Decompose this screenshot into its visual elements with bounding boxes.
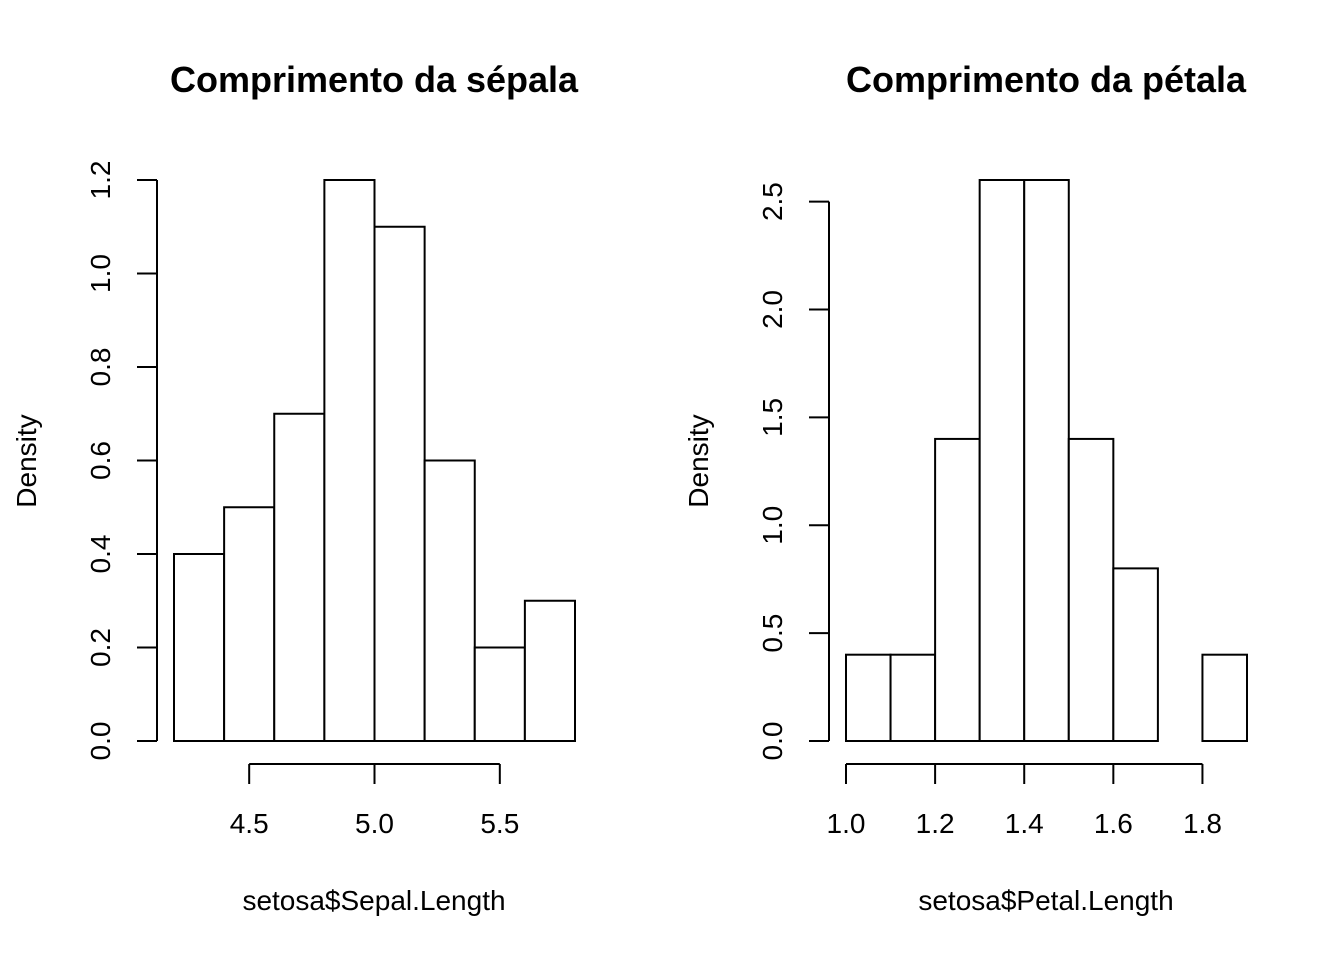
histogram-bar: [1023, 179, 1070, 742]
histogram-bar: [473, 646, 526, 742]
histogram-bar: [1067, 437, 1115, 742]
y-tick-label: 1.0: [85, 254, 116, 293]
histogram-bar: [934, 437, 981, 742]
y-axis-label: Density: [11, 414, 42, 507]
histogram-bar: [423, 459, 476, 742]
histogram-bar: [273, 412, 326, 742]
chart-title: Comprimento da sépala: [170, 59, 579, 100]
x-tick-label: 1.6: [1094, 808, 1133, 839]
y-tick-label: 0.0: [85, 722, 116, 761]
y-tick-label: 0.0: [757, 722, 788, 761]
y-tick-label: 2.5: [757, 182, 788, 221]
y-axis-label: Density: [683, 414, 714, 507]
y-tick-label: 0.4: [85, 535, 116, 574]
x-tick-label: 4.5: [230, 808, 269, 839]
x-tick-label: 5.5: [480, 808, 519, 839]
y-tick-label: 0.2: [85, 628, 116, 667]
x-tick-label: 1.4: [1005, 808, 1044, 839]
histogram-bar: [1201, 653, 1249, 743]
y-tick-label: 0.6: [85, 441, 116, 480]
x-axis-label: setosa$Petal.Length: [918, 885, 1173, 916]
histogram-bar: [1112, 567, 1159, 743]
chart-title: Comprimento da pétala: [846, 59, 1247, 100]
x-tick-label: 1.0: [827, 808, 866, 839]
histogram-bar: [845, 653, 892, 743]
histogram-bar: [323, 179, 376, 742]
x-axis-label: setosa$Sepal.Length: [242, 885, 505, 916]
x-axis: 1.0 1.2 1.4 1.6 1.8: [827, 763, 1222, 839]
bars: [173, 179, 576, 742]
histogram-bar: [223, 506, 276, 742]
y-tick-label: 1.2: [85, 161, 116, 200]
x-tick-label: 1.2: [916, 808, 955, 839]
x-tick-label: 1.8: [1183, 808, 1222, 839]
sepal-length-histogram: Comprimento da sépala setosa$Sepal.Lengt…: [11, 59, 579, 916]
y-tick-label: 2.0: [757, 290, 788, 329]
y-tick-label: 0.5: [757, 614, 788, 653]
histogram-bar: [373, 225, 426, 742]
x-axis: 4.5 5.0 5.5: [230, 763, 519, 839]
y-axis: 0.0 0.2 0.4 0.6 0.8 1.0 1.2: [85, 161, 158, 761]
x-tick-label: 5.0: [355, 808, 394, 839]
y-axis: 0.0 0.5 1.0 1.5 2.0 2.5: [757, 182, 830, 761]
histogram-bar: [173, 553, 226, 742]
petal-length-histogram: Comprimento da pétala setosa$Petal.Lengt…: [683, 59, 1249, 916]
histogram-bar: [978, 179, 1026, 742]
bars: [845, 179, 1249, 743]
y-tick-label: 0.8: [85, 348, 116, 387]
histogram-bar: [889, 653, 937, 743]
y-tick-label: 1.5: [757, 398, 788, 437]
histogram-bar: [523, 599, 576, 742]
y-tick-label: 1.0: [757, 506, 788, 545]
